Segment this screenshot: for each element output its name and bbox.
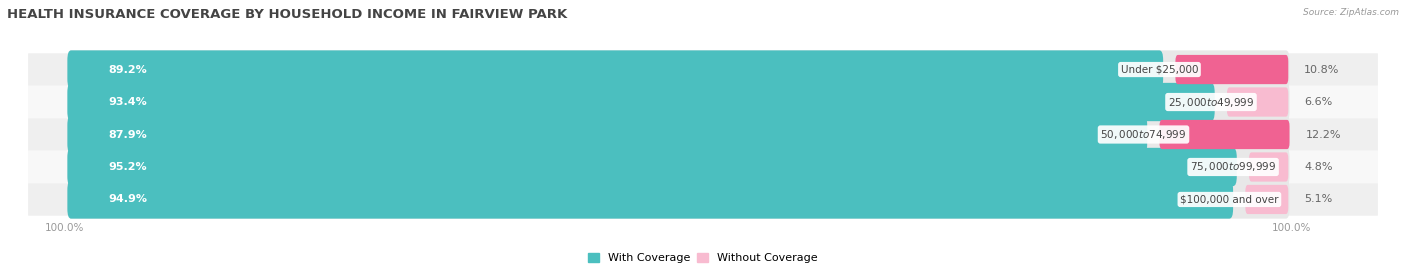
FancyBboxPatch shape xyxy=(67,148,1237,186)
FancyBboxPatch shape xyxy=(67,50,1289,89)
Text: 87.9%: 87.9% xyxy=(108,129,146,140)
FancyBboxPatch shape xyxy=(67,83,1289,121)
Text: 10.8%: 10.8% xyxy=(1305,65,1340,75)
Text: HEALTH INSURANCE COVERAGE BY HOUSEHOLD INCOME IN FAIRVIEW PARK: HEALTH INSURANCE COVERAGE BY HOUSEHOLD I… xyxy=(7,8,567,21)
Text: 4.8%: 4.8% xyxy=(1305,162,1333,172)
FancyBboxPatch shape xyxy=(67,50,1163,89)
Text: 89.2%: 89.2% xyxy=(108,65,146,75)
FancyBboxPatch shape xyxy=(67,83,1215,121)
FancyBboxPatch shape xyxy=(1175,55,1288,84)
FancyBboxPatch shape xyxy=(28,118,1378,151)
FancyBboxPatch shape xyxy=(28,183,1378,216)
FancyBboxPatch shape xyxy=(28,53,1378,86)
FancyBboxPatch shape xyxy=(28,151,1378,183)
Text: $25,000 to $49,999: $25,000 to $49,999 xyxy=(1168,95,1254,108)
Text: $50,000 to $74,999: $50,000 to $74,999 xyxy=(1101,128,1187,141)
Text: 12.2%: 12.2% xyxy=(1306,129,1341,140)
FancyBboxPatch shape xyxy=(1227,87,1288,117)
FancyBboxPatch shape xyxy=(67,180,1289,219)
FancyBboxPatch shape xyxy=(67,115,1147,154)
Text: 93.4%: 93.4% xyxy=(108,97,146,107)
FancyBboxPatch shape xyxy=(1246,185,1288,214)
Legend: With Coverage, Without Coverage: With Coverage, Without Coverage xyxy=(588,253,818,263)
FancyBboxPatch shape xyxy=(67,115,1289,154)
Text: Source: ZipAtlas.com: Source: ZipAtlas.com xyxy=(1303,8,1399,17)
FancyBboxPatch shape xyxy=(28,86,1378,118)
Text: 5.1%: 5.1% xyxy=(1305,194,1333,204)
Text: $100,000 and over: $100,000 and over xyxy=(1180,194,1278,204)
FancyBboxPatch shape xyxy=(67,180,1233,219)
Text: 94.9%: 94.9% xyxy=(108,194,146,204)
Text: $75,000 to $99,999: $75,000 to $99,999 xyxy=(1189,161,1277,174)
Text: 95.2%: 95.2% xyxy=(108,162,146,172)
FancyBboxPatch shape xyxy=(1160,120,1289,149)
Text: 6.6%: 6.6% xyxy=(1305,97,1333,107)
FancyBboxPatch shape xyxy=(1249,152,1288,182)
FancyBboxPatch shape xyxy=(67,148,1289,186)
Text: Under $25,000: Under $25,000 xyxy=(1121,65,1198,75)
